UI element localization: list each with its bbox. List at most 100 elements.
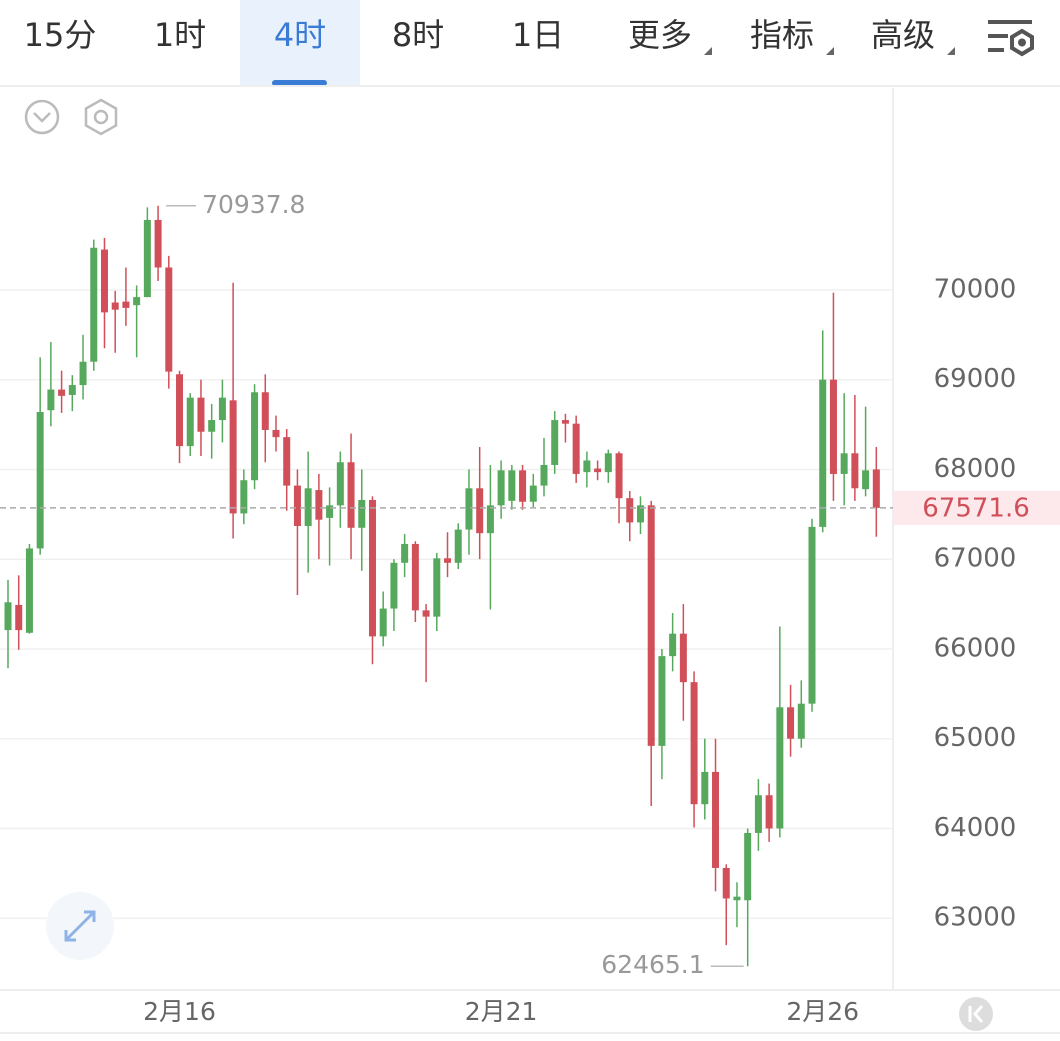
candle-body	[594, 468, 602, 473]
candle-body	[551, 420, 559, 465]
candle-body	[626, 498, 634, 523]
candle-body	[58, 389, 66, 396]
candle-body	[819, 379, 827, 527]
candle-body	[379, 608, 387, 637]
dropdown-caret	[826, 47, 834, 55]
collapse-icon[interactable]	[24, 99, 60, 135]
candle-body	[862, 470, 870, 490]
candle-body	[240, 480, 248, 514]
candle-body	[604, 453, 612, 473]
candle-body	[744, 832, 752, 901]
candle-body	[444, 558, 452, 563]
candle-body	[851, 453, 859, 489]
candle-body	[722, 867, 730, 899]
tab[interactable]: 指标	[750, 16, 814, 54]
candle-body	[218, 397, 226, 421]
plot	[0, 205, 893, 967]
candle-body	[561, 420, 569, 424]
candle-body	[283, 437, 291, 486]
candle-body	[25, 548, 33, 633]
candle-body	[122, 301, 130, 308]
candle-body	[304, 488, 312, 526]
candle-body	[679, 633, 687, 683]
dropdown-caret	[704, 47, 712, 55]
candle-body	[47, 389, 55, 411]
candle-body	[508, 470, 516, 501]
candle-body	[401, 543, 409, 563]
expand-icon[interactable]	[46, 892, 114, 960]
candle-body	[111, 302, 119, 310]
candle-body	[690, 682, 698, 805]
candle-body	[186, 397, 194, 447]
tab[interactable]: 8时	[392, 16, 444, 54]
candle-body	[701, 771, 709, 805]
candle-body	[433, 558, 441, 617]
candle-body	[733, 896, 741, 901]
candle-body	[787, 707, 795, 739]
candle-body	[540, 464, 548, 486]
max-label: 70937.8	[202, 190, 305, 219]
candle-body	[572, 423, 580, 474]
candle-body	[347, 462, 355, 528]
candle-body	[519, 470, 527, 502]
scroll-end-button[interactable]	[959, 997, 993, 1031]
last-price-label: 67571.6	[922, 493, 1030, 523]
candle-body	[647, 505, 655, 746]
candle-body	[583, 460, 591, 473]
candle-body	[829, 379, 837, 474]
candle-body	[390, 562, 398, 609]
candle-body	[754, 795, 762, 833]
candle-body	[251, 392, 259, 481]
candle-body	[465, 488, 473, 530]
candle-body	[315, 490, 323, 520]
candle-body	[336, 462, 344, 506]
candle-body	[4, 602, 12, 631]
candle-body	[79, 361, 87, 386]
y-tick-label: 65000	[934, 723, 1017, 753]
candle-body	[497, 470, 505, 506]
candle-body	[133, 297, 141, 306]
candle-body	[197, 397, 205, 432]
candle-body	[229, 400, 237, 514]
x-tick-label: 2月16	[143, 997, 216, 1026]
candle-body	[100, 249, 108, 313]
candle-body	[476, 488, 484, 534]
candle-body	[422, 610, 430, 617]
candle-body	[840, 453, 848, 474]
candle-body	[68, 385, 76, 395]
candle-body	[15, 604, 23, 631]
active-tab-indicator	[272, 80, 327, 86]
candle-body	[808, 526, 816, 704]
tab[interactable]: 高级	[871, 16, 935, 54]
candle-body	[293, 485, 301, 526]
candle-body	[615, 453, 623, 499]
y-tick-label: 68000	[934, 454, 1017, 484]
min-label: 62465.1	[601, 950, 704, 979]
candle-body	[261, 392, 269, 430]
candle-body	[765, 795, 773, 829]
candle-body	[165, 267, 173, 372]
y-tick-label: 66000	[934, 633, 1017, 663]
candle-body	[797, 703, 805, 739]
last-price-box	[894, 490, 1060, 525]
candle-body	[208, 420, 216, 432]
candle-body	[486, 505, 494, 534]
candle-body	[776, 707, 784, 829]
candle-body	[154, 219, 162, 268]
tab[interactable]: 更多	[628, 16, 692, 54]
y-tick-label: 67000	[934, 544, 1017, 574]
settings-icon[interactable]	[988, 20, 1034, 57]
y-tick-label: 64000	[934, 813, 1017, 843]
tab[interactable]: 4时	[274, 16, 326, 54]
tab[interactable]: 15分	[24, 16, 97, 54]
candle-body	[176, 374, 184, 447]
candle-body	[143, 219, 151, 298]
candle-body	[636, 505, 644, 523]
x-tick-label: 2月21	[465, 997, 538, 1026]
tab[interactable]: 1时	[154, 16, 206, 54]
candle-body	[712, 771, 720, 868]
x-tick-label: 2月26	[786, 997, 859, 1026]
tab[interactable]: 1日	[512, 16, 564, 54]
overlay-icon[interactable]	[84, 98, 118, 136]
candle-body	[90, 247, 98, 362]
